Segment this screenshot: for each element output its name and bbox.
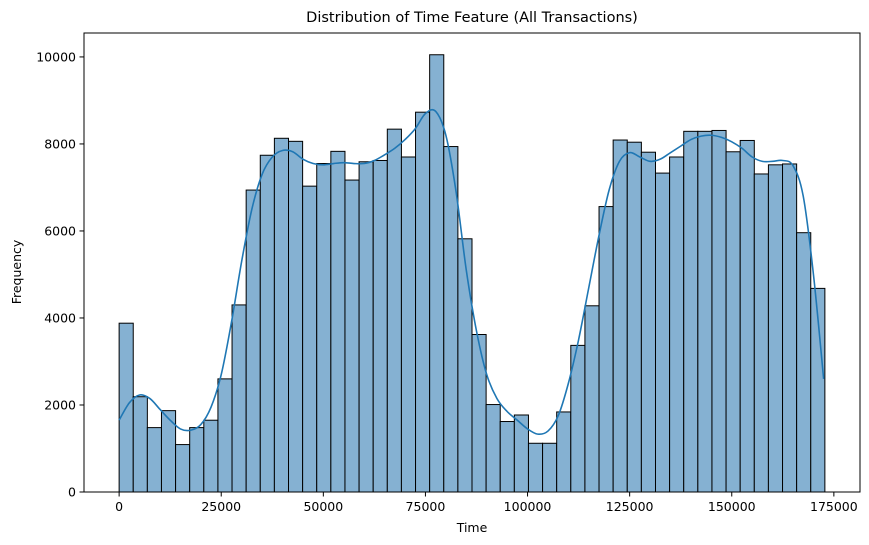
histogram-bar [527, 442, 544, 493]
histogram-bar [245, 189, 261, 493]
y-tick-label: 2000 [44, 397, 76, 412]
histogram-bar [796, 232, 812, 493]
histogram-bar [457, 238, 473, 493]
x-tick-label: 0 [115, 499, 123, 514]
histogram-bar [669, 156, 685, 493]
histogram-bar [316, 163, 332, 493]
chart-title: Distribution of Time Feature (All Transa… [306, 10, 638, 26]
histogram-bar [697, 130, 713, 493]
histogram-bar [189, 427, 205, 493]
histogram-bar [400, 156, 417, 493]
histogram-bar [739, 139, 755, 493]
histogram-bar [386, 128, 402, 493]
x-tick-label: 75000 [406, 499, 446, 514]
y-tick-label: 10000 [36, 49, 76, 64]
histogram-bar [485, 404, 501, 493]
histogram-bar [683, 130, 699, 493]
histogram-bar [598, 206, 614, 493]
x-tick-label: 50000 [303, 499, 343, 514]
histogram-bar [259, 154, 275, 493]
histogram-bar [302, 185, 318, 493]
histogram-bar [626, 141, 642, 493]
kde-curve [118, 108, 825, 436]
histogram-bar [273, 137, 290, 493]
x-tick-label: 100000 [504, 499, 552, 514]
histogram-bar [471, 334, 487, 493]
histogram-bar [513, 414, 529, 493]
histogram-bar [499, 421, 515, 493]
x-axis-label: Time [456, 520, 488, 535]
x-tick-label: 150000 [708, 499, 756, 514]
y-tick-label: 6000 [44, 223, 76, 238]
histogram-bar [584, 305, 600, 493]
histogram-bar [443, 146, 459, 493]
y-tick-label: 8000 [44, 136, 76, 151]
y-tick-label: 0 [68, 485, 76, 500]
x-tick-label: 175000 [810, 499, 858, 514]
y-axis-ticks: 0 2000 4000 6000 8000 10000 [36, 49, 84, 500]
histogram-bar [217, 378, 233, 493]
histogram-bar [612, 139, 628, 493]
y-axis-label: Frequency [9, 239, 24, 304]
histogram-bar [203, 419, 219, 493]
histogram-bar [146, 427, 162, 493]
histogram-bar [175, 444, 191, 493]
histogram-bar [767, 164, 784, 493]
x-tick-label: 125000 [606, 499, 654, 514]
histogram-bar [372, 159, 388, 493]
histogram-bar [753, 173, 769, 493]
histogram-bar [288, 140, 304, 493]
histogram-bar [330, 150, 346, 493]
x-tick-label: 25000 [201, 499, 241, 514]
histogram-bar [725, 151, 741, 493]
histogram-bar [782, 163, 798, 493]
histogram-bar [654, 172, 671, 493]
histogram-bars [118, 54, 826, 493]
histogram-bar [358, 161, 374, 493]
histogram-bar [711, 129, 727, 493]
histogram-bar [344, 179, 360, 493]
histogram-bar [542, 442, 558, 493]
histogram-bar [640, 151, 656, 493]
histogram-bar [556, 411, 572, 493]
histogram-bar [415, 111, 431, 493]
plot-frame [83, 32, 861, 493]
histogram-bar [132, 396, 148, 493]
y-tick-label: 4000 [44, 310, 76, 325]
histogram-bar [231, 304, 247, 493]
x-axis-ticks: 0 25000 50000 75000 100000 125000 150000 175000 [115, 492, 858, 514]
